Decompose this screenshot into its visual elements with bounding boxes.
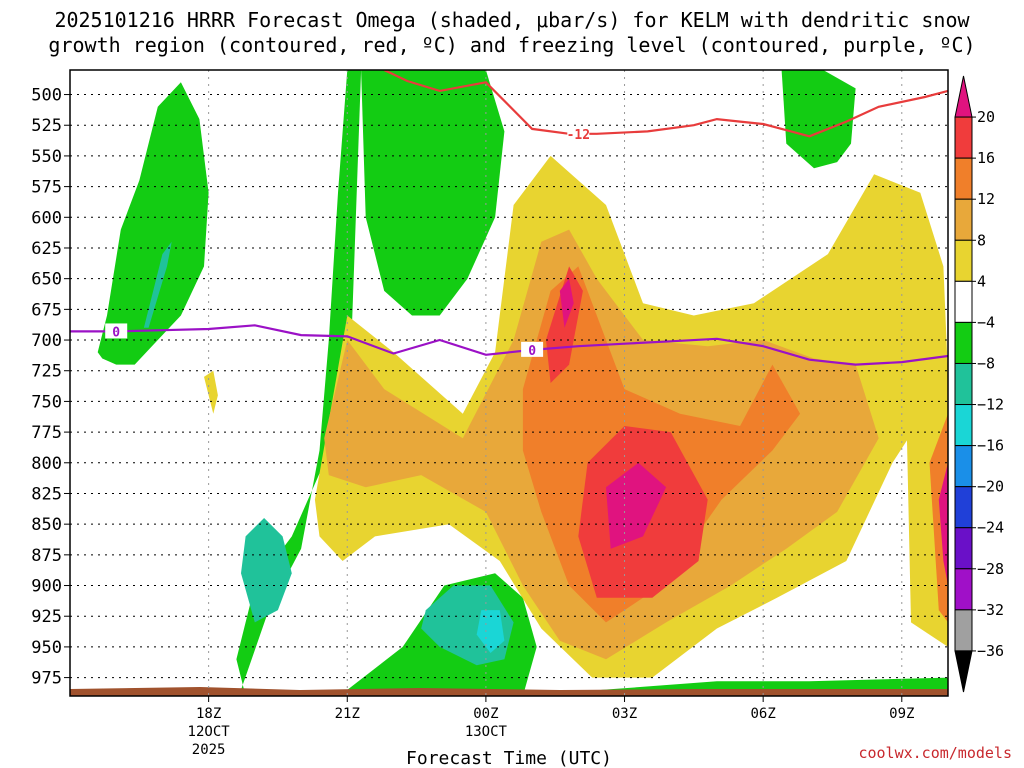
omega-region-14 [559, 278, 574, 328]
freezing-level-label-bg [105, 323, 128, 339]
colorbar-label: −8 [977, 354, 995, 372]
y-tick-label: 550 [31, 147, 62, 167]
colorbar-segment [954, 609, 973, 652]
y-tick-label: 650 [31, 270, 62, 290]
colorbar-segment [954, 527, 973, 570]
contour-labels: -12 0 0 [105, 125, 590, 359]
omega-shading [97, 70, 948, 696]
y-tick-label: 575 [31, 178, 62, 198]
dgz-contour-line [383, 70, 948, 138]
contours [70, 70, 948, 366]
y-tick-label: 800 [31, 454, 62, 474]
x-tick-label: 18Z [196, 706, 221, 722]
y-tick-label: 525 [31, 116, 62, 136]
colorbar-label: −32 [977, 601, 1004, 619]
omega-region-4 [361, 70, 505, 316]
y-tick-label: 925 [31, 607, 62, 627]
colorbar-label: −24 [977, 519, 1004, 537]
credit-text: coolwx.com/models [858, 744, 1012, 762]
colorbar-bottom-arrow [954, 650, 973, 693]
y-tick-label: 700 [31, 331, 62, 351]
colorbar-label: −36 [977, 642, 1004, 660]
colorbar-label: 20 [977, 108, 995, 126]
omega-region-1 [143, 241, 172, 328]
freezing-level-label: 0 [112, 325, 120, 340]
omega-region-7 [476, 610, 505, 653]
x-tick-label: 21Z [335, 706, 360, 722]
omega-region-8 [781, 70, 856, 169]
dgz-contour-label-bg [567, 125, 590, 141]
y-tick-label: 850 [31, 515, 62, 535]
colorbar-label: −28 [977, 560, 1004, 578]
y-tick-label: 500 [31, 86, 62, 106]
colorbar-label: −12 [977, 396, 1004, 414]
colorbar-label: −16 [977, 437, 1004, 455]
y-tick-label: 725 [31, 362, 62, 382]
colorbar-segment [954, 445, 973, 488]
colorbar-segment [954, 116, 973, 159]
x-tick-label: 03Z [612, 706, 637, 722]
dgz-contour-label: -12 [567, 128, 590, 143]
colorbar-label: 12 [977, 190, 995, 208]
y-tick-label: 675 [31, 300, 62, 320]
plot-frame [69, 69, 949, 697]
y-tick-label: 625 [31, 239, 62, 259]
y-tick-label: 600 [31, 208, 62, 228]
y-tick-label: 825 [31, 484, 62, 504]
y-tick-label: 875 [31, 546, 62, 566]
colorbar-label: 8 [977, 231, 986, 249]
colorbar-segment [954, 157, 973, 200]
time-axis: 18Z 12OCT 2025 21Z 00Z 13OCT 03Z 06Z 09Z [188, 696, 914, 758]
colorbar-top-arrow [954, 75, 973, 118]
y-tick-label: 950 [31, 638, 62, 658]
colorbar-label: −4 [977, 313, 995, 331]
omega-region-0 [97, 82, 209, 365]
x-tick-label: 06Z [751, 706, 776, 722]
terrain-surface [70, 687, 948, 696]
colorbar-segment [954, 568, 973, 611]
colorbar-segment [954, 239, 973, 282]
omega-region-17 [929, 413, 948, 623]
x-tick-date: 12OCT [188, 724, 231, 740]
omega-region-19 [204, 370, 218, 414]
colorbar: 20 16 12 8 4 −4 −8 −12 −16 −20 −24 −28 −32 −36 [954, 75, 1004, 693]
y-tick-label: 975 [31, 669, 62, 689]
pressure-axis: 500 525 550 575 600 625 650 675 700 725 750 775 800 8… [31, 86, 70, 689]
x-axis-label: Forecast Time (UTC) [406, 748, 612, 768]
freezing-level-label: 0 [528, 344, 536, 359]
y-tick-label: 750 [31, 392, 62, 412]
omega-region-15 [606, 462, 667, 549]
colorbar-segment [954, 362, 973, 406]
ground-strip [70, 687, 948, 696]
colorbar-segment [954, 198, 973, 241]
x-tick-label: 00Z [473, 706, 498, 722]
colorbar-segment [954, 321, 973, 364]
colorbar-segment [954, 486, 973, 529]
freezing-level-label-bg [521, 341, 544, 357]
colorbar-label: 4 [977, 272, 986, 290]
colorbar-segment [954, 404, 973, 447]
x-tick-label: 09Z [889, 706, 914, 722]
y-tick-label: 775 [31, 423, 62, 443]
colorbar-segment [954, 280, 973, 323]
freezing-level-line [70, 324, 948, 366]
colorbar-label: −20 [977, 478, 1004, 496]
chart-title-line-2: growth region (contoured, red, ºC) and f… [48, 33, 975, 57]
x-tick-year: 2025 [192, 742, 226, 758]
chart-title-line-1: 2025101216 HRRR Forecast Omega (shaded, … [54, 8, 970, 32]
omega-region-3 [241, 518, 292, 623]
x-tick-date: 13OCT [465, 724, 508, 740]
colorbar-label: 16 [977, 149, 995, 167]
y-tick-label: 900 [31, 577, 62, 597]
